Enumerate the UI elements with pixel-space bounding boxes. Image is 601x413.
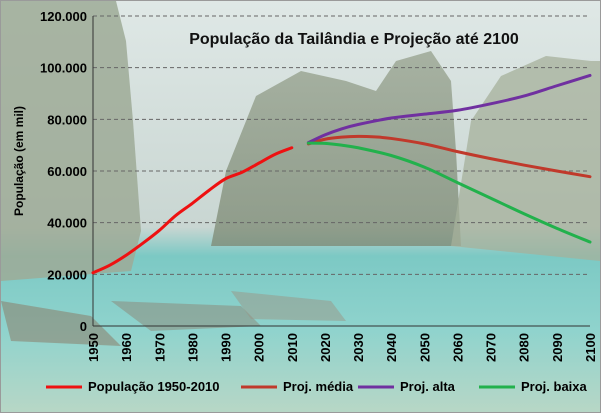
y-tick-label: 120.000 — [40, 9, 87, 24]
y-tick-label: 0 — [80, 319, 87, 334]
y-tick-label: 60.000 — [47, 164, 87, 179]
x-tick-label: 2010 — [285, 333, 300, 362]
x-tick-label: 2020 — [318, 333, 333, 362]
y-tick-label: 80.000 — [47, 112, 87, 127]
boat-center — [111, 301, 261, 331]
chart-title: População da Tailândia e Projeção até 21… — [189, 31, 519, 48]
legend-item: População 1950-2010 — [46, 379, 220, 394]
series-line — [306, 141, 592, 244]
left-cliff — [1, 1, 141, 281]
legend-label: Proj. média — [283, 379, 354, 394]
legend-label: Proj. alta — [400, 379, 456, 394]
series-line — [306, 134, 592, 179]
x-tick-label: 1980 — [185, 333, 200, 362]
x-tick-label: 2060 — [450, 333, 465, 362]
legend-item: Proj. baixa — [479, 379, 588, 394]
x-tick-label: 2000 — [252, 333, 267, 362]
x-tick-label: 2030 — [351, 333, 366, 362]
x-tick-label: 2070 — [484, 333, 499, 362]
legend-label: População 1950-2010 — [88, 379, 220, 394]
legend: População 1950-2010 Proj. média Proj. alta… — [46, 379, 588, 394]
series-lines — [91, 73, 592, 275]
x-tick-label: 2040 — [384, 333, 399, 362]
x-tick-label: 1950 — [86, 333, 101, 362]
x-tick-label: 1960 — [119, 333, 134, 362]
center-cliff — [211, 51, 461, 246]
y-axis-label: População (em mil) — [12, 106, 26, 216]
x-tick-label: 2080 — [517, 333, 532, 362]
x-tick-label: 1990 — [219, 333, 234, 362]
y-tick-labels: 0 20.000 40.000 60.000 80.000 100.000 120.000 — [40, 9, 87, 334]
series-line — [91, 146, 294, 275]
x-tick-label: 2090 — [550, 333, 565, 362]
y-tick-label: 20.000 — [47, 267, 87, 282]
x-tick-labels: 1950 1960 1970 1980 1990 2000 2010 2020 2030 2040… — [86, 333, 598, 362]
series-line — [306, 73, 592, 145]
y-tick-label: 100.000 — [40, 61, 87, 76]
gridlines — [93, 15, 590, 275]
x-tick-label: 2050 — [417, 333, 432, 362]
axes — [92, 16, 590, 327]
x-tick-label: 2100 — [583, 333, 598, 362]
x-tick-label: 1970 — [152, 333, 167, 362]
boat-left — [1, 301, 121, 346]
legend-item: Proj. alta — [358, 379, 456, 394]
y-tick-label: 40.000 — [47, 216, 87, 231]
legend-item: Proj. média — [241, 379, 354, 394]
boat-right — [231, 291, 346, 321]
legend-label: Proj. baixa — [521, 379, 588, 394]
right-cliff — [451, 56, 600, 261]
